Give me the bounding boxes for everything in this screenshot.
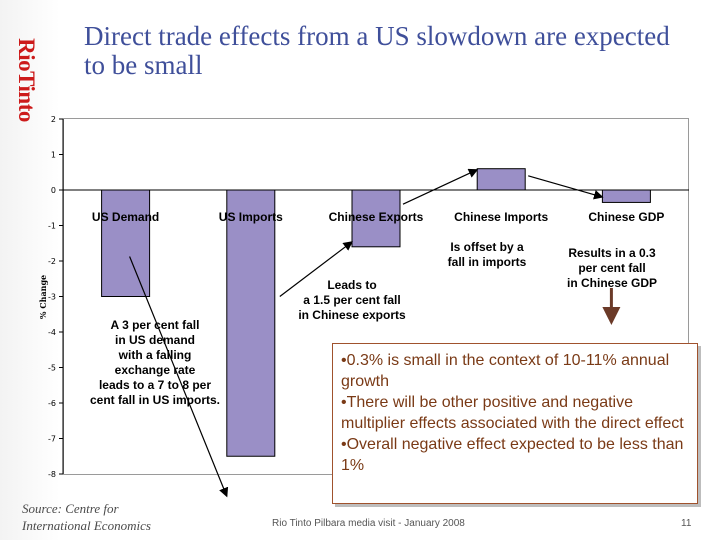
- annotation-line: in Chinese exports: [298, 308, 406, 322]
- footer-text: Rio Tinto Pilbara media visit - January …: [272, 518, 465, 529]
- annotation-chinese-imports: Is offset by a fall in imports: [437, 240, 537, 270]
- annotation-chinese-gdp: Results in a 0.3 per cent fall in Chinese …: [557, 246, 667, 291]
- annotation-line: A 3 per cent fall: [110, 318, 200, 332]
- source-line: International Economics: [22, 518, 151, 533]
- annotation-line: with a falling: [118, 348, 192, 362]
- source-line: Source: Centre for: [22, 501, 119, 516]
- bar: [476, 168, 526, 191]
- annotation-line: in US demand: [114, 333, 195, 347]
- category-label: Chinese Imports: [454, 210, 548, 224]
- y-tick-label: -6: [48, 399, 56, 408]
- annotation-line: Leads to: [327, 278, 377, 292]
- y-tick-label: -3: [48, 293, 56, 302]
- annotation-line: Results in a 0.3: [568, 246, 656, 260]
- slide-title: Direct trade effects from a US slowdown …: [84, 21, 670, 80]
- y-tick-label: -5: [48, 364, 56, 373]
- category-label: US Imports: [219, 210, 283, 224]
- category-label: Chinese Exports: [329, 210, 424, 224]
- y-tick-label: -8: [48, 470, 56, 479]
- annotation-us-demand: A 3 per cent fall in US demand with a fall…: [75, 318, 235, 408]
- callout-box: •0.3% is small in the context of 10-11% …: [332, 343, 698, 504]
- y-tick-label: -1: [48, 222, 56, 231]
- callout-bullet: •There will be other positive and negati…: [341, 394, 684, 432]
- y-tick-label: -7: [48, 435, 56, 444]
- annotation-line: in Chinese GDP: [566, 276, 658, 290]
- y-tick-label: -4: [48, 328, 56, 337]
- annotation-line: cent fall in US imports.: [89, 393, 221, 407]
- annotation-line: Is offset by a: [450, 240, 524, 254]
- annotation-chinese-exports: Leads to a 1.5 per cent fall in Chinese ex…: [286, 278, 418, 323]
- callout-bullet: •Overall negative effect expected to be …: [341, 436, 684, 474]
- arrow-us-demand-to-us-imports: [129, 256, 229, 498]
- y-tick-label: 2: [51, 115, 56, 124]
- category-label: US Demand: [92, 210, 159, 224]
- page-number: 11: [681, 518, 692, 529]
- y-tick-label: 1: [51, 151, 56, 160]
- annotation-line: leads to a 7 to 8 per: [98, 378, 212, 392]
- annotation-line: exchange rate: [114, 363, 196, 377]
- annotation-line: a 1.5 per cent fall: [303, 293, 401, 307]
- annotation-line: fall in imports: [447, 255, 527, 269]
- y-tick-label: 0: [51, 186, 56, 195]
- y-tick-label: -2: [48, 257, 56, 266]
- bar: [226, 189, 276, 457]
- arrow-us-imports-to-chinese-exports: [279, 241, 353, 297]
- annotation-line: per cent fall: [578, 261, 646, 275]
- bar: [601, 189, 651, 203]
- arrow-chinese-imports-to-chinese-gdp: [528, 175, 604, 200]
- source-note: Source: Centre for International Economi…: [22, 500, 151, 534]
- callout-bullet: •0.3% is small in the context of 10-11% …: [341, 352, 670, 390]
- y-axis-label: % Change: [38, 275, 48, 319]
- bar: [101, 189, 151, 297]
- bar: [351, 189, 401, 248]
- category-label: Chinese GDP: [588, 210, 664, 224]
- arrow-chinese-exports-to-chinese-imports: [402, 168, 479, 205]
